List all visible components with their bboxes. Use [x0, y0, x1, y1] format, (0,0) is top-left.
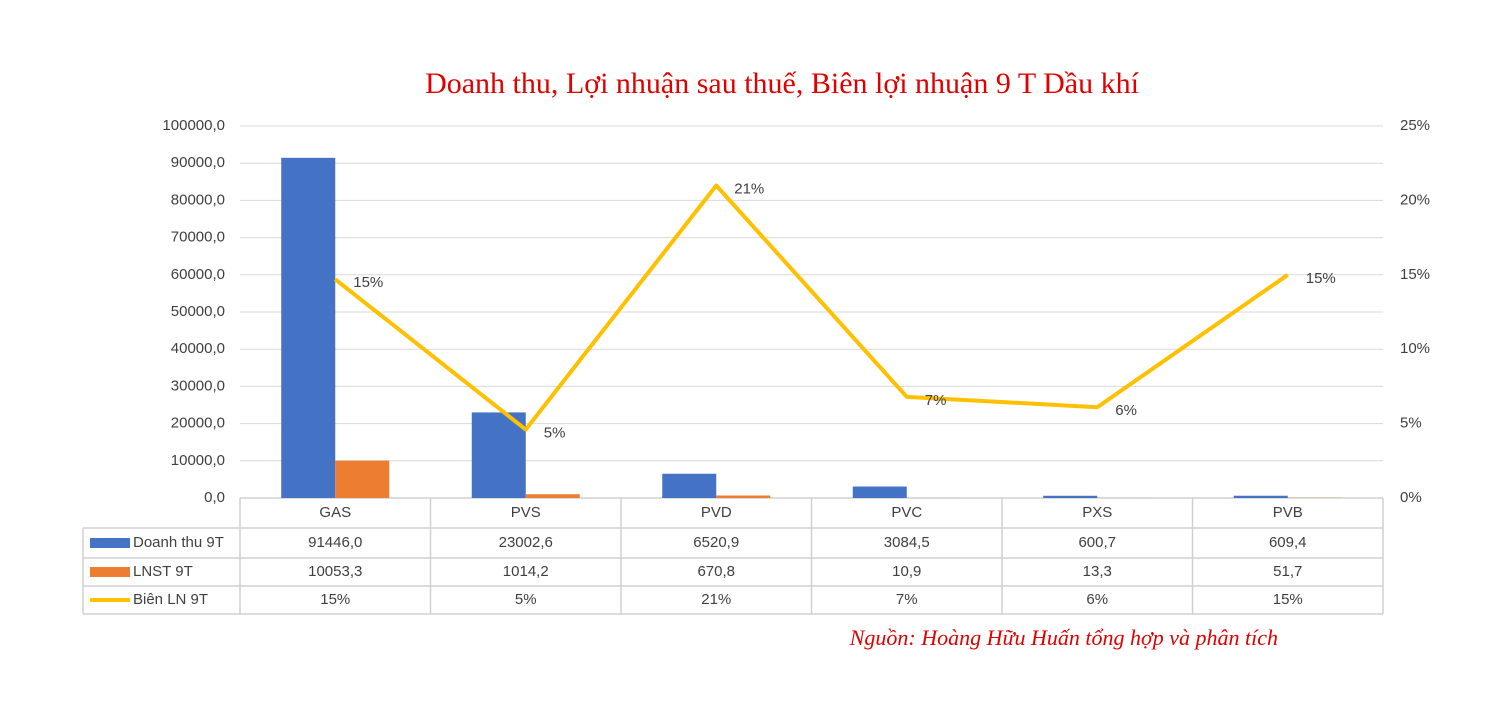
table-cell: 6520,9	[693, 534, 739, 551]
data-label: 6%	[1115, 402, 1137, 419]
table-cell: 609,4	[1269, 534, 1307, 551]
table-cell: 23002,6	[499, 534, 553, 551]
bar	[471, 412, 526, 498]
y-tick-label: 0,0	[204, 489, 225, 506]
x-tick-label: PVS	[511, 504, 541, 521]
legend-label: Biên LN 9T	[133, 591, 208, 608]
x-tick-label: PVD	[701, 504, 732, 521]
y-tick-label: 100000,0	[162, 117, 225, 134]
y2-tick-label: 25%	[1400, 117, 1430, 134]
table-cell: 670,8	[697, 563, 735, 580]
data-label: 7%	[925, 392, 947, 409]
x-tick-label: PVC	[891, 504, 922, 521]
table-cell: 15%	[1273, 591, 1303, 608]
y-tick-label: 30000,0	[171, 377, 225, 394]
y2-tick-label: 20%	[1400, 191, 1430, 208]
chart-title: Doanh thu, Lợi nhuận sau thuế, Biên lợi …	[425, 67, 1140, 100]
table-cell: 10053,3	[308, 563, 362, 580]
source-note: Nguồn: Hoàng Hữu Huấn tổng hợp và phân t…	[849, 625, 1278, 650]
y-tick-label: 60000,0	[171, 266, 225, 283]
line	[334, 183, 1289, 432]
y2-tick-label: 5%	[1400, 415, 1422, 432]
y2-tick-label: 0%	[1400, 489, 1422, 506]
legend-swatch	[90, 567, 130, 577]
table-cell: 13,3	[1083, 563, 1112, 580]
y-tick-label: 10000,0	[171, 452, 225, 469]
table-cell: 1014,2	[503, 563, 549, 580]
x-tick-label: GAS	[319, 504, 351, 521]
table-cell: 5%	[515, 591, 537, 608]
legend-swatch	[90, 538, 130, 548]
y-tick-label: 70000,0	[171, 229, 225, 246]
table-cell: 600,7	[1078, 534, 1116, 551]
x-tick-label: PVB	[1273, 504, 1303, 521]
table-cell: 7%	[896, 591, 918, 608]
bar	[1233, 495, 1288, 498]
x-tick-label: PXS	[1082, 504, 1112, 521]
table-cell: 15%	[320, 591, 350, 608]
bar	[852, 486, 907, 498]
y-tick-label: 20000,0	[171, 415, 225, 432]
y-tick-label: 90000,0	[171, 154, 225, 171]
y-tick-label: 80000,0	[171, 191, 225, 208]
y-tick-label: 50000,0	[171, 303, 225, 320]
table-cell: 21%	[701, 591, 731, 608]
table-cell: 91446,0	[308, 534, 362, 551]
bar	[1043, 495, 1098, 498]
data-label: 15%	[1306, 270, 1336, 287]
y2-tick-label: 15%	[1400, 266, 1430, 283]
y2-tick-label: 10%	[1400, 340, 1430, 357]
data-label: 15%	[353, 274, 383, 291]
y-tick-label: 40000,0	[171, 340, 225, 357]
legend-label: LNST 9T	[133, 563, 193, 580]
bar	[281, 157, 336, 499]
bar	[662, 473, 717, 498]
table-cell: 10,9	[892, 563, 921, 580]
data-label: 21%	[734, 180, 764, 197]
bar	[525, 494, 580, 498]
table-cell: 51,7	[1273, 563, 1302, 580]
table-cell: 6%	[1086, 591, 1108, 608]
table-cell: 3084,5	[884, 534, 930, 551]
legend-label: Doanh thu 9T	[133, 534, 224, 551]
bar	[335, 460, 390, 498]
data-label: 5%	[544, 425, 566, 442]
bar	[716, 495, 771, 498]
